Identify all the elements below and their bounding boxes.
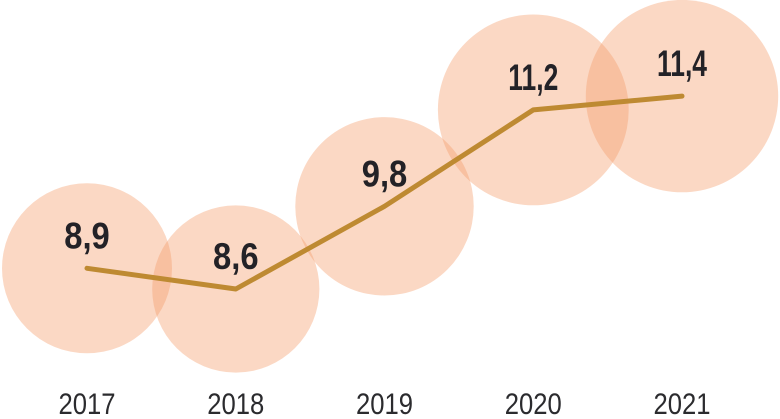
year-label-2017: 2017 xyxy=(59,388,116,419)
value-label-2020: 11,2 xyxy=(508,57,558,98)
trend-line xyxy=(84,93,685,292)
year-label-2021: 2021 xyxy=(654,388,711,419)
value-label-2021: 11,4 xyxy=(657,43,707,84)
year-label-2018: 2018 xyxy=(207,388,264,419)
value-label-2018: 8,6 xyxy=(213,236,259,277)
year-label-2020: 2020 xyxy=(505,388,562,419)
value-label-2017: 8,9 xyxy=(64,215,110,256)
year-label-2019: 2019 xyxy=(356,388,413,419)
value-label-2019: 9,8 xyxy=(362,153,408,194)
